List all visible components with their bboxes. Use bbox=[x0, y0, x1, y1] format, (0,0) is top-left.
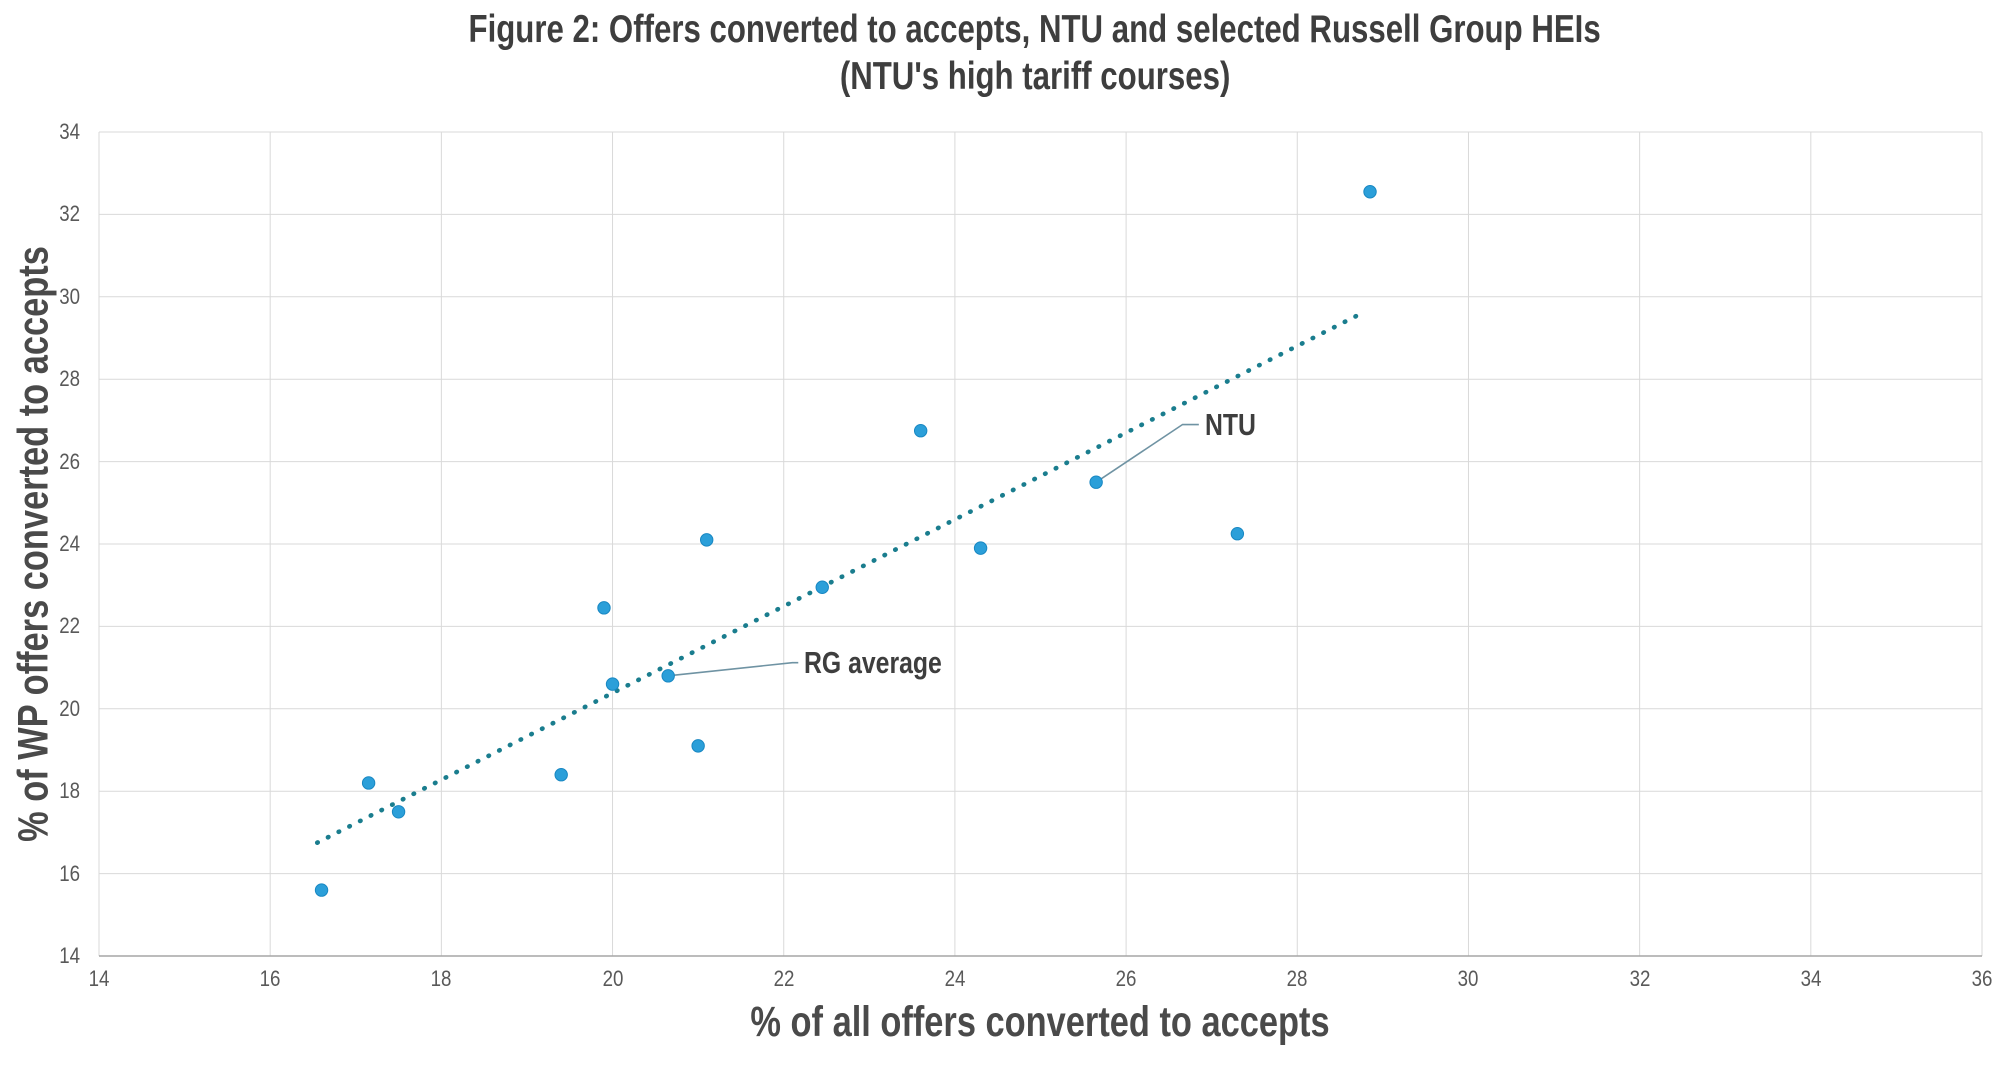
data-point bbox=[597, 601, 611, 615]
y-tick-label: 26 bbox=[59, 448, 80, 474]
annotation-label: RG average bbox=[804, 644, 943, 680]
y-axis-title: % of WP offers converted to accepts bbox=[9, 246, 58, 842]
y-tick-label: 24 bbox=[59, 531, 80, 556]
y-tick-label: 20 bbox=[59, 695, 80, 721]
y-tick-label: 16 bbox=[59, 860, 80, 886]
y-tick-label: 32 bbox=[59, 201, 80, 227]
x-tick-label: 24 bbox=[944, 966, 966, 991]
x-tick-label: 36 bbox=[1971, 966, 1993, 991]
annotation-ntu: NTU bbox=[1205, 407, 1269, 443]
data-point bbox=[361, 776, 376, 790]
chart-title-line1: Figure 2: Offers converted to accepts, N… bbox=[468, 8, 1602, 51]
chart-title: Figure 2: Offers converted to accepts, N… bbox=[70, 6, 2000, 100]
data-point bbox=[391, 805, 406, 819]
chart-title-line2: (NTU's high tariff courses) bbox=[839, 55, 1231, 98]
data-point bbox=[913, 424, 928, 438]
data-point bbox=[699, 533, 714, 547]
data-point bbox=[1363, 185, 1377, 199]
x-tick-label: 16 bbox=[259, 966, 281, 991]
x-tick-label: 34 bbox=[1800, 966, 1822, 991]
x-tick-label: 30 bbox=[1458, 966, 1479, 991]
x-tick-label: 14 bbox=[88, 966, 110, 991]
x-tick-label: 18 bbox=[430, 966, 452, 991]
trendline bbox=[314, 308, 1369, 846]
annotation-rg-average: RG average bbox=[804, 645, 976, 681]
x-tick-label: 20 bbox=[602, 966, 623, 991]
x-tick-label: 32 bbox=[1629, 966, 1651, 991]
x-tick-label: 22 bbox=[773, 966, 795, 991]
y-tick-label: 14 bbox=[59, 943, 80, 968]
annotation-label: NTU bbox=[1204, 406, 1256, 442]
y-tick-label: 22 bbox=[59, 613, 80, 639]
data-point bbox=[314, 883, 329, 897]
x-axis-title: % of all offers converted to accepts bbox=[750, 998, 1331, 1046]
data-point bbox=[973, 541, 988, 555]
callout-line bbox=[668, 661, 799, 677]
y-tick-label: 28 bbox=[59, 366, 80, 392]
data-point bbox=[815, 580, 829, 594]
y-tick-label: 18 bbox=[59, 778, 80, 804]
y-tick-label: 34 bbox=[59, 119, 80, 144]
callout-line bbox=[1095, 423, 1199, 483]
y-tick-label: 30 bbox=[59, 283, 80, 309]
data-point bbox=[691, 739, 705, 753]
data-point bbox=[554, 768, 568, 782]
data-point bbox=[661, 669, 675, 683]
x-tick-label: 26 bbox=[1115, 966, 1137, 991]
x-tick-label: 28 bbox=[1286, 966, 1308, 991]
data-point bbox=[1089, 475, 1103, 489]
data-point bbox=[1230, 527, 1245, 541]
data-point bbox=[605, 677, 620, 691]
